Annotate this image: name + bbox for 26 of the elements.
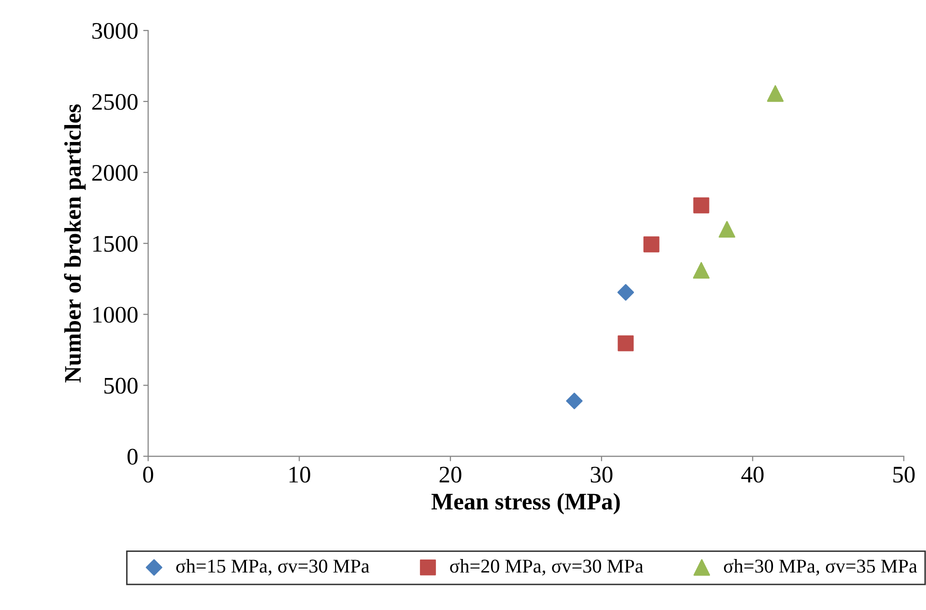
y-axis-title: Number of broken particles [64,104,86,383]
legend-label: σh=30 MPa, σv=35 MPa [724,559,918,576]
point [767,85,784,102]
point [566,392,583,410]
point [618,335,634,352]
legend-label: σh=15 MPa, σv=30 MPa [176,559,370,576]
y-tick-label: 2000 [92,164,138,181]
y-tick-label: 3000 [92,22,138,39]
y-tick-label: 2500 [92,94,138,110]
x-axis-title: Mean stress (MPa) [432,492,620,514]
point [643,236,660,252]
x-tick-label: 30 [590,466,612,483]
point [692,262,710,279]
point [693,197,710,214]
y-tick-label: 1500 [93,236,138,252]
x-tick-label: 10 [290,466,310,483]
y-tick-label: 0 [128,448,138,465]
x-tick-label: 20 [440,466,462,483]
y-tick-label: 500 [104,378,138,394]
x-tick-label: 40 [741,466,764,483]
point [718,221,736,238]
legend-label: σh=20 MPa, σv=30 MPa [450,559,644,576]
y-tick-label: 1000 [93,306,138,323]
point [617,284,634,301]
x-tick-label: 50 [893,466,915,483]
x-tick-label: 0 [143,466,154,483]
